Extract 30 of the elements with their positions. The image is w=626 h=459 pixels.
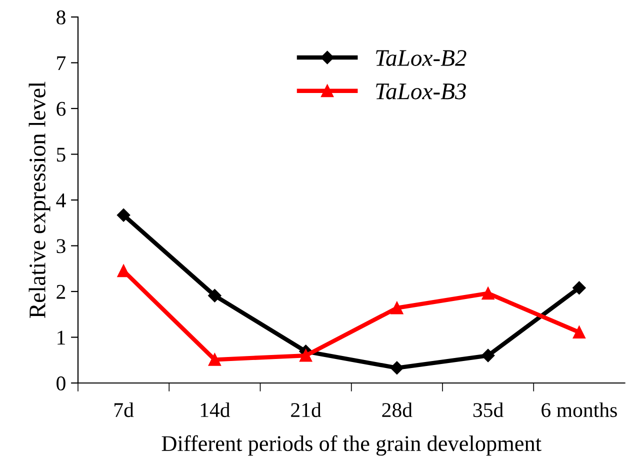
point bbox=[116, 208, 130, 222]
point bbox=[208, 289, 222, 302]
x-tick-label: 21d bbox=[291, 402, 322, 418]
point bbox=[572, 326, 586, 338]
point bbox=[481, 348, 495, 362]
y-tick-label: 8 bbox=[56, 10, 66, 24]
x-tick-label: 7d bbox=[114, 402, 134, 418]
point bbox=[208, 353, 221, 366]
y-axis-title: Relative expression level bbox=[28, 82, 50, 318]
legend-label: TaLox-B2 bbox=[376, 50, 466, 66]
y-tick-label: 6 bbox=[56, 102, 66, 116]
x-tick-label: 6 months bbox=[542, 402, 617, 418]
y-tick-label: 3 bbox=[56, 239, 66, 254]
x-tick-label: 35d bbox=[473, 402, 504, 418]
point bbox=[390, 361, 404, 374]
x-axis-title: Different periods of the grain development bbox=[162, 435, 542, 456]
x-tick-label: 28d bbox=[382, 402, 412, 418]
y-tick-label: 2 bbox=[56, 284, 66, 299]
y-tick-label: 4 bbox=[56, 194, 66, 208]
point bbox=[117, 264, 130, 278]
point bbox=[482, 287, 494, 300]
legend-label: TaLox-B3 bbox=[376, 83, 466, 100]
y-tick-label: 1 bbox=[58, 330, 65, 344]
y-tick-label: 5 bbox=[56, 148, 66, 162]
y-tick-label: 7 bbox=[57, 56, 66, 70]
point bbox=[300, 349, 312, 362]
x-tick-label: 14d bbox=[200, 402, 230, 418]
point bbox=[572, 281, 586, 294]
y-tick-label: 0 bbox=[56, 376, 66, 390]
point bbox=[390, 302, 404, 314]
